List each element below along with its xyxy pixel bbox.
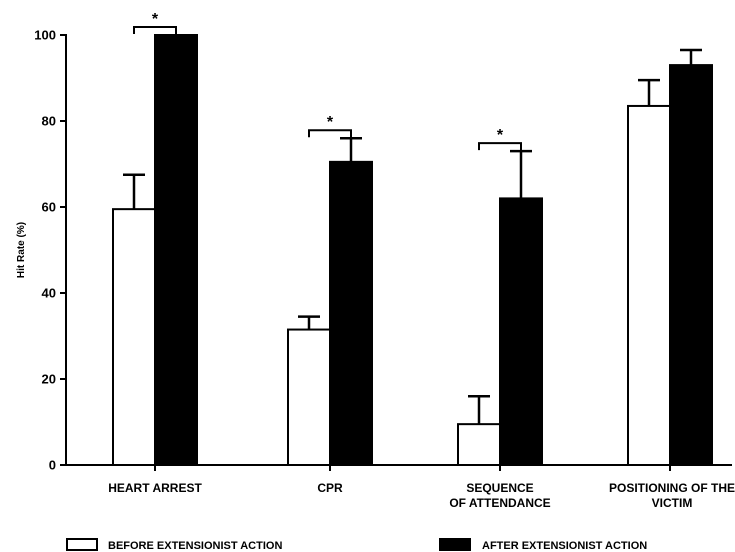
legend-label: BEFORE EXTENSIONIST ACTION xyxy=(108,540,282,552)
significance-mark: * xyxy=(497,127,504,144)
legend-swatch xyxy=(66,538,98,551)
significance-bracket xyxy=(478,142,522,151)
error-bars xyxy=(123,48,702,425)
x-tick-label: HEART ARREST xyxy=(108,481,202,495)
bar xyxy=(329,160,373,466)
bar xyxy=(112,208,156,466)
y-tick-label: 100 xyxy=(34,28,56,43)
y-tick-label: 0 xyxy=(49,458,56,473)
y-tick-label: 60 xyxy=(42,200,56,215)
bar xyxy=(457,423,501,466)
y-tick-label: 40 xyxy=(42,286,56,301)
bars xyxy=(112,34,713,466)
y-axis: 0 20 40 60 80 100 xyxy=(34,28,67,473)
significance-bracket xyxy=(308,129,352,138)
bar xyxy=(627,104,671,466)
x-tick-label: CPR xyxy=(317,481,343,495)
significance-bracket xyxy=(133,26,177,34)
x-tick-label: VICTIM xyxy=(652,496,693,510)
significance-markers: * * * xyxy=(133,11,522,151)
legend-swatch xyxy=(439,538,471,551)
y-axis-label: Hit Rate (%) xyxy=(16,222,27,278)
x-tick-label: POSITIONING OF THE xyxy=(609,481,735,495)
legend-label: AFTER EXTENSIONIST ACTION xyxy=(482,540,647,552)
x-tick-label: SEQUENCE xyxy=(466,481,533,495)
bar xyxy=(154,34,198,466)
significance-mark: * xyxy=(327,114,334,131)
legend: BEFORE EXTENSIONIST ACTION AFTER EXTENSIO… xyxy=(66,538,647,552)
bar xyxy=(499,197,543,466)
y-tick-label: 80 xyxy=(42,114,56,129)
x-tick-label: OF ATTENDANCE xyxy=(449,496,550,510)
significance-mark: * xyxy=(152,11,159,28)
bar xyxy=(669,64,713,466)
y-tick-label: 20 xyxy=(42,372,56,387)
bar xyxy=(287,328,331,466)
